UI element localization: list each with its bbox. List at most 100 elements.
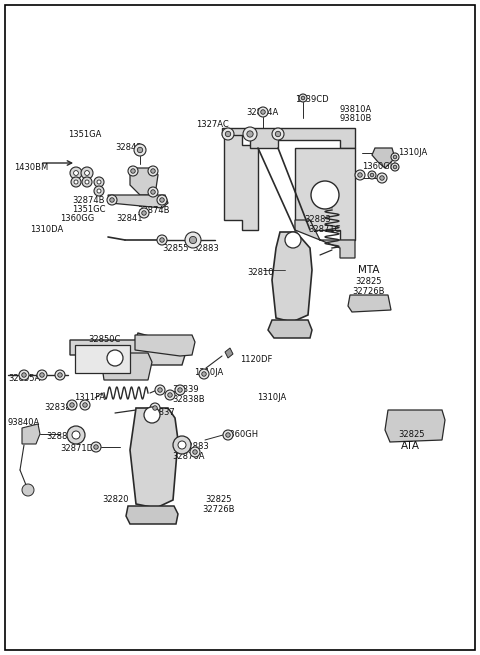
Circle shape <box>70 167 82 179</box>
Circle shape <box>84 170 89 176</box>
Circle shape <box>71 177 81 187</box>
Text: 93840A: 93840A <box>8 418 40 427</box>
Text: 32839: 32839 <box>172 385 199 394</box>
Circle shape <box>370 173 374 177</box>
Text: 1310JA: 1310JA <box>194 368 223 377</box>
Text: MTA: MTA <box>358 265 380 275</box>
Text: 93810B: 93810B <box>340 114 372 123</box>
Polygon shape <box>22 424 40 444</box>
Text: 1327AC: 1327AC <box>196 120 229 129</box>
Text: 32843: 32843 <box>115 143 142 152</box>
Circle shape <box>128 166 138 176</box>
Circle shape <box>70 403 74 407</box>
Text: 32871D: 32871D <box>60 444 93 453</box>
Polygon shape <box>100 353 152 380</box>
Circle shape <box>173 436 191 454</box>
Text: ATA: ATA <box>401 441 420 451</box>
Text: 1310DA: 1310DA <box>30 225 63 234</box>
Circle shape <box>202 372 206 376</box>
Text: 32838B: 32838B <box>172 395 204 404</box>
Polygon shape <box>348 295 391 312</box>
Circle shape <box>148 187 158 197</box>
Circle shape <box>22 373 26 377</box>
Circle shape <box>85 180 89 184</box>
Polygon shape <box>224 132 258 230</box>
Text: 1351GC: 1351GC <box>72 205 106 214</box>
Circle shape <box>272 128 284 140</box>
Circle shape <box>82 177 92 187</box>
Circle shape <box>158 388 162 392</box>
Text: 32883: 32883 <box>46 432 73 441</box>
Circle shape <box>225 131 231 137</box>
Circle shape <box>185 232 201 248</box>
Polygon shape <box>272 232 312 322</box>
Text: 32855: 32855 <box>162 244 189 253</box>
Circle shape <box>67 426 85 444</box>
Text: 32810: 32810 <box>247 268 274 277</box>
Circle shape <box>157 235 167 245</box>
Circle shape <box>81 167 93 179</box>
Text: 32855A: 32855A <box>8 374 40 383</box>
Circle shape <box>107 350 123 366</box>
Text: 1310JA: 1310JA <box>398 148 427 157</box>
Circle shape <box>160 198 164 202</box>
Circle shape <box>285 232 301 248</box>
Circle shape <box>37 370 47 380</box>
Text: 32883: 32883 <box>192 244 219 253</box>
Circle shape <box>165 390 175 400</box>
Text: 32850C: 32850C <box>88 335 120 344</box>
Circle shape <box>22 484 34 496</box>
Circle shape <box>223 430 233 440</box>
Polygon shape <box>130 168 158 195</box>
Circle shape <box>391 163 399 171</box>
Circle shape <box>193 450 197 455</box>
Circle shape <box>83 403 87 407</box>
Text: 32838B: 32838B <box>44 403 77 412</box>
Circle shape <box>301 96 305 100</box>
Circle shape <box>393 165 397 169</box>
Text: 32726B: 32726B <box>352 287 384 296</box>
Circle shape <box>157 195 167 205</box>
Polygon shape <box>295 220 355 258</box>
Circle shape <box>168 393 172 397</box>
Polygon shape <box>108 195 168 208</box>
Circle shape <box>131 169 135 174</box>
Circle shape <box>243 127 257 141</box>
Circle shape <box>73 170 78 176</box>
Circle shape <box>355 170 365 180</box>
Circle shape <box>97 189 101 193</box>
Text: 32841: 32841 <box>116 214 143 223</box>
Circle shape <box>80 400 90 410</box>
Circle shape <box>142 211 146 215</box>
Circle shape <box>178 441 186 449</box>
Circle shape <box>72 431 80 439</box>
Circle shape <box>153 405 157 410</box>
Circle shape <box>377 173 387 183</box>
Circle shape <box>155 385 165 395</box>
Text: 1430BM: 1430BM <box>14 163 48 172</box>
Circle shape <box>110 198 114 202</box>
Circle shape <box>74 180 78 184</box>
Circle shape <box>67 400 77 410</box>
Polygon shape <box>225 348 233 358</box>
Circle shape <box>134 144 146 156</box>
Circle shape <box>261 110 265 114</box>
Circle shape <box>175 385 185 395</box>
Text: 32726B: 32726B <box>202 505 235 514</box>
Text: 1360GG: 1360GG <box>60 214 94 223</box>
Text: 1310JA: 1310JA <box>257 393 286 402</box>
Text: 32874B: 32874B <box>72 196 105 205</box>
Circle shape <box>91 442 101 452</box>
Text: 1339CD: 1339CD <box>295 95 329 104</box>
Polygon shape <box>222 128 355 148</box>
Text: 32825: 32825 <box>205 495 231 504</box>
Text: 32883: 32883 <box>304 215 331 224</box>
Circle shape <box>178 388 182 392</box>
Circle shape <box>55 370 65 380</box>
Polygon shape <box>385 410 445 442</box>
Text: 32825: 32825 <box>398 430 424 439</box>
Text: 1120DF: 1120DF <box>240 355 272 364</box>
Circle shape <box>150 403 160 413</box>
Circle shape <box>107 195 117 205</box>
Circle shape <box>94 177 104 187</box>
